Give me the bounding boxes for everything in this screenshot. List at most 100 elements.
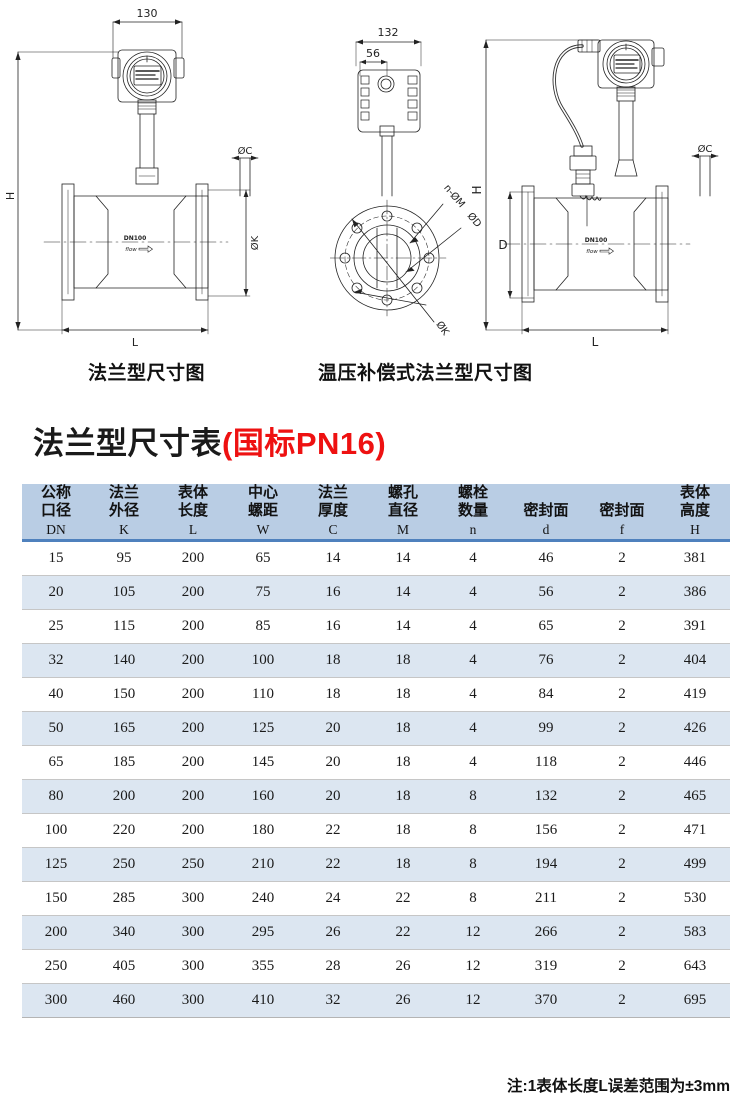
diagram-captions: 法兰型尺寸图 温压补偿式法兰型尺寸图 (0, 358, 750, 394)
table-cell: 32 (298, 983, 368, 1018)
table-cell: 16 (298, 575, 368, 610)
table-cell: 355 (228, 949, 298, 984)
table-cell: 140 (90, 643, 158, 678)
table-cell: 180 (228, 813, 298, 848)
table-row: 65 185 200 145 20 18 4 118 2 446 (22, 745, 730, 780)
table-cell: 20 (298, 745, 368, 780)
table-cell: 300 (158, 881, 228, 916)
column-header-line1: 表体 (177, 484, 208, 501)
dimension-table: 公称 口径 DN 法兰 外径 K 表体 长度 L 中心 螺距 W 法兰 厚度 C 螺孔 直径 M 螺栓 数量 n 密封面 d… (22, 484, 730, 1018)
table-cell: 643 (660, 949, 730, 984)
table-cell: 110 (228, 677, 298, 712)
table-cell: 695 (660, 983, 730, 1018)
table-cell: 14 (298, 540, 368, 576)
table-cell: 200 (158, 540, 228, 576)
column-header-spacer (584, 484, 660, 502)
table-cell: 200 (158, 575, 228, 610)
table-footnote: 注:1表体长度L误差范围为±3mm (507, 1078, 730, 1095)
table-cell: 145 (228, 745, 298, 780)
column-header-line2: 螺距 (247, 502, 278, 520)
column-header-L: 表体 长度 L (158, 484, 228, 542)
table-cell: 200 (158, 745, 228, 780)
face-bolt-circle-label: ØK (433, 319, 451, 338)
table-cell: 300 (22, 983, 90, 1018)
column-header-d: 密封面 d (508, 484, 584, 542)
table-cell: 18 (298, 677, 368, 712)
table-cell: 12 (438, 983, 508, 1018)
column-header-f: 密封面 f (584, 484, 660, 542)
table-cell: 18 (368, 847, 438, 882)
svg-text:DN100: DN100 (585, 237, 608, 244)
table-cell: 2 (584, 643, 660, 678)
table-row: 32 140 200 100 18 18 4 76 2 404 (22, 643, 730, 678)
table-cell: 583 (660, 915, 730, 950)
table-cell: 12 (438, 949, 508, 984)
table-cell: 65 (22, 745, 90, 780)
column-header-symbol: L (188, 521, 198, 537)
table-row: 40 150 200 110 18 18 4 84 2 419 (22, 677, 730, 712)
table-row: 15 95 200 65 14 14 4 46 2 381 (22, 540, 730, 576)
table-cell: 391 (660, 609, 730, 644)
table-cell: 40 (22, 677, 90, 712)
column-header-spacer (508, 484, 584, 502)
table-cell: 14 (368, 609, 438, 644)
flange-type-caption: 法兰型尺寸图 (88, 363, 206, 384)
column-header-line2: 密封面 (599, 502, 645, 520)
column-header-symbol: C (328, 521, 338, 537)
table-cell: 75 (228, 575, 298, 610)
table-cell: 405 (90, 949, 158, 984)
table-cell: 4 (438, 745, 508, 780)
table-cell: 404 (660, 643, 730, 678)
column-header-symbol: d (542, 521, 550, 537)
table-header: 公称 口径 DN 法兰 外径 K 表体 长度 L 中心 螺距 W 法兰 厚度 C 螺孔 直径 M 螺栓 数量 n 密封面 d… (22, 484, 730, 542)
table-cell: 295 (228, 915, 298, 950)
column-header-line1: 公称 (40, 484, 71, 501)
table-header-row: 公称 口径 DN 法兰 外径 K 表体 长度 L 中心 螺距 W 法兰 厚度 C 螺孔 直径 M 螺栓 数量 n 密封面 d… (22, 484, 730, 542)
table-cell: 65 (508, 609, 584, 644)
table-cell: 419 (660, 677, 730, 712)
table-cell: 99 (508, 711, 584, 746)
table-cell: 319 (508, 949, 584, 984)
table-cell: 2 (584, 677, 660, 712)
table-cell: 2 (584, 847, 660, 882)
table-cell: 20 (298, 779, 368, 814)
column-header-line2: 口径 (40, 502, 71, 520)
table-cell: 4 (438, 677, 508, 712)
column-header-line1: 螺栓 (457, 484, 488, 501)
table-row: 25 115 200 85 16 14 4 65 2 391 (22, 609, 730, 644)
svg-text:DN100: DN100 (124, 235, 147, 242)
table-cell: 2 (584, 915, 660, 950)
table-cell: 18 (368, 643, 438, 678)
table-cell: 4 (438, 575, 508, 610)
table-cell: 266 (508, 915, 584, 950)
table-cell: 18 (368, 677, 438, 712)
table-cell: 200 (158, 677, 228, 712)
table-row: 50 165 200 125 20 18 4 99 2 426 (22, 711, 730, 746)
flange-width-dimension-label: 130 (137, 7, 158, 20)
table-cell: 18 (368, 779, 438, 814)
table-cell: 8 (438, 813, 508, 848)
comp-height-dimension-label: H (470, 185, 484, 194)
table-cell: 85 (228, 609, 298, 644)
table-cell: 132 (508, 779, 584, 814)
table-row: 300 460 300 410 32 26 12 370 2 695 (22, 983, 730, 1018)
table-cell: 16 (298, 609, 368, 644)
column-header-K: 法兰 外径 K (90, 484, 158, 542)
table-cell: 200 (90, 779, 158, 814)
column-header-n: 螺栓 数量 n (438, 484, 508, 542)
column-header-line2: 外径 (108, 502, 139, 520)
table-cell: 25 (22, 609, 90, 644)
table-cell: 125 (22, 847, 90, 882)
table-cell: 2 (584, 540, 660, 576)
table-cell: 211 (508, 881, 584, 916)
flange-bore-dimension-label: ØC (238, 145, 253, 157)
table-cell: 12 (438, 915, 508, 950)
flange-height-dimension-label: H (4, 192, 17, 200)
table-cell: 8 (438, 847, 508, 882)
table-cell: 65 (228, 540, 298, 576)
column-header-line1: 中心 (247, 484, 278, 501)
compensated-type-caption: 温压补偿式法兰型尺寸图 (318, 363, 533, 384)
table-cell: 300 (158, 983, 228, 1018)
table-cell: 2 (584, 779, 660, 814)
